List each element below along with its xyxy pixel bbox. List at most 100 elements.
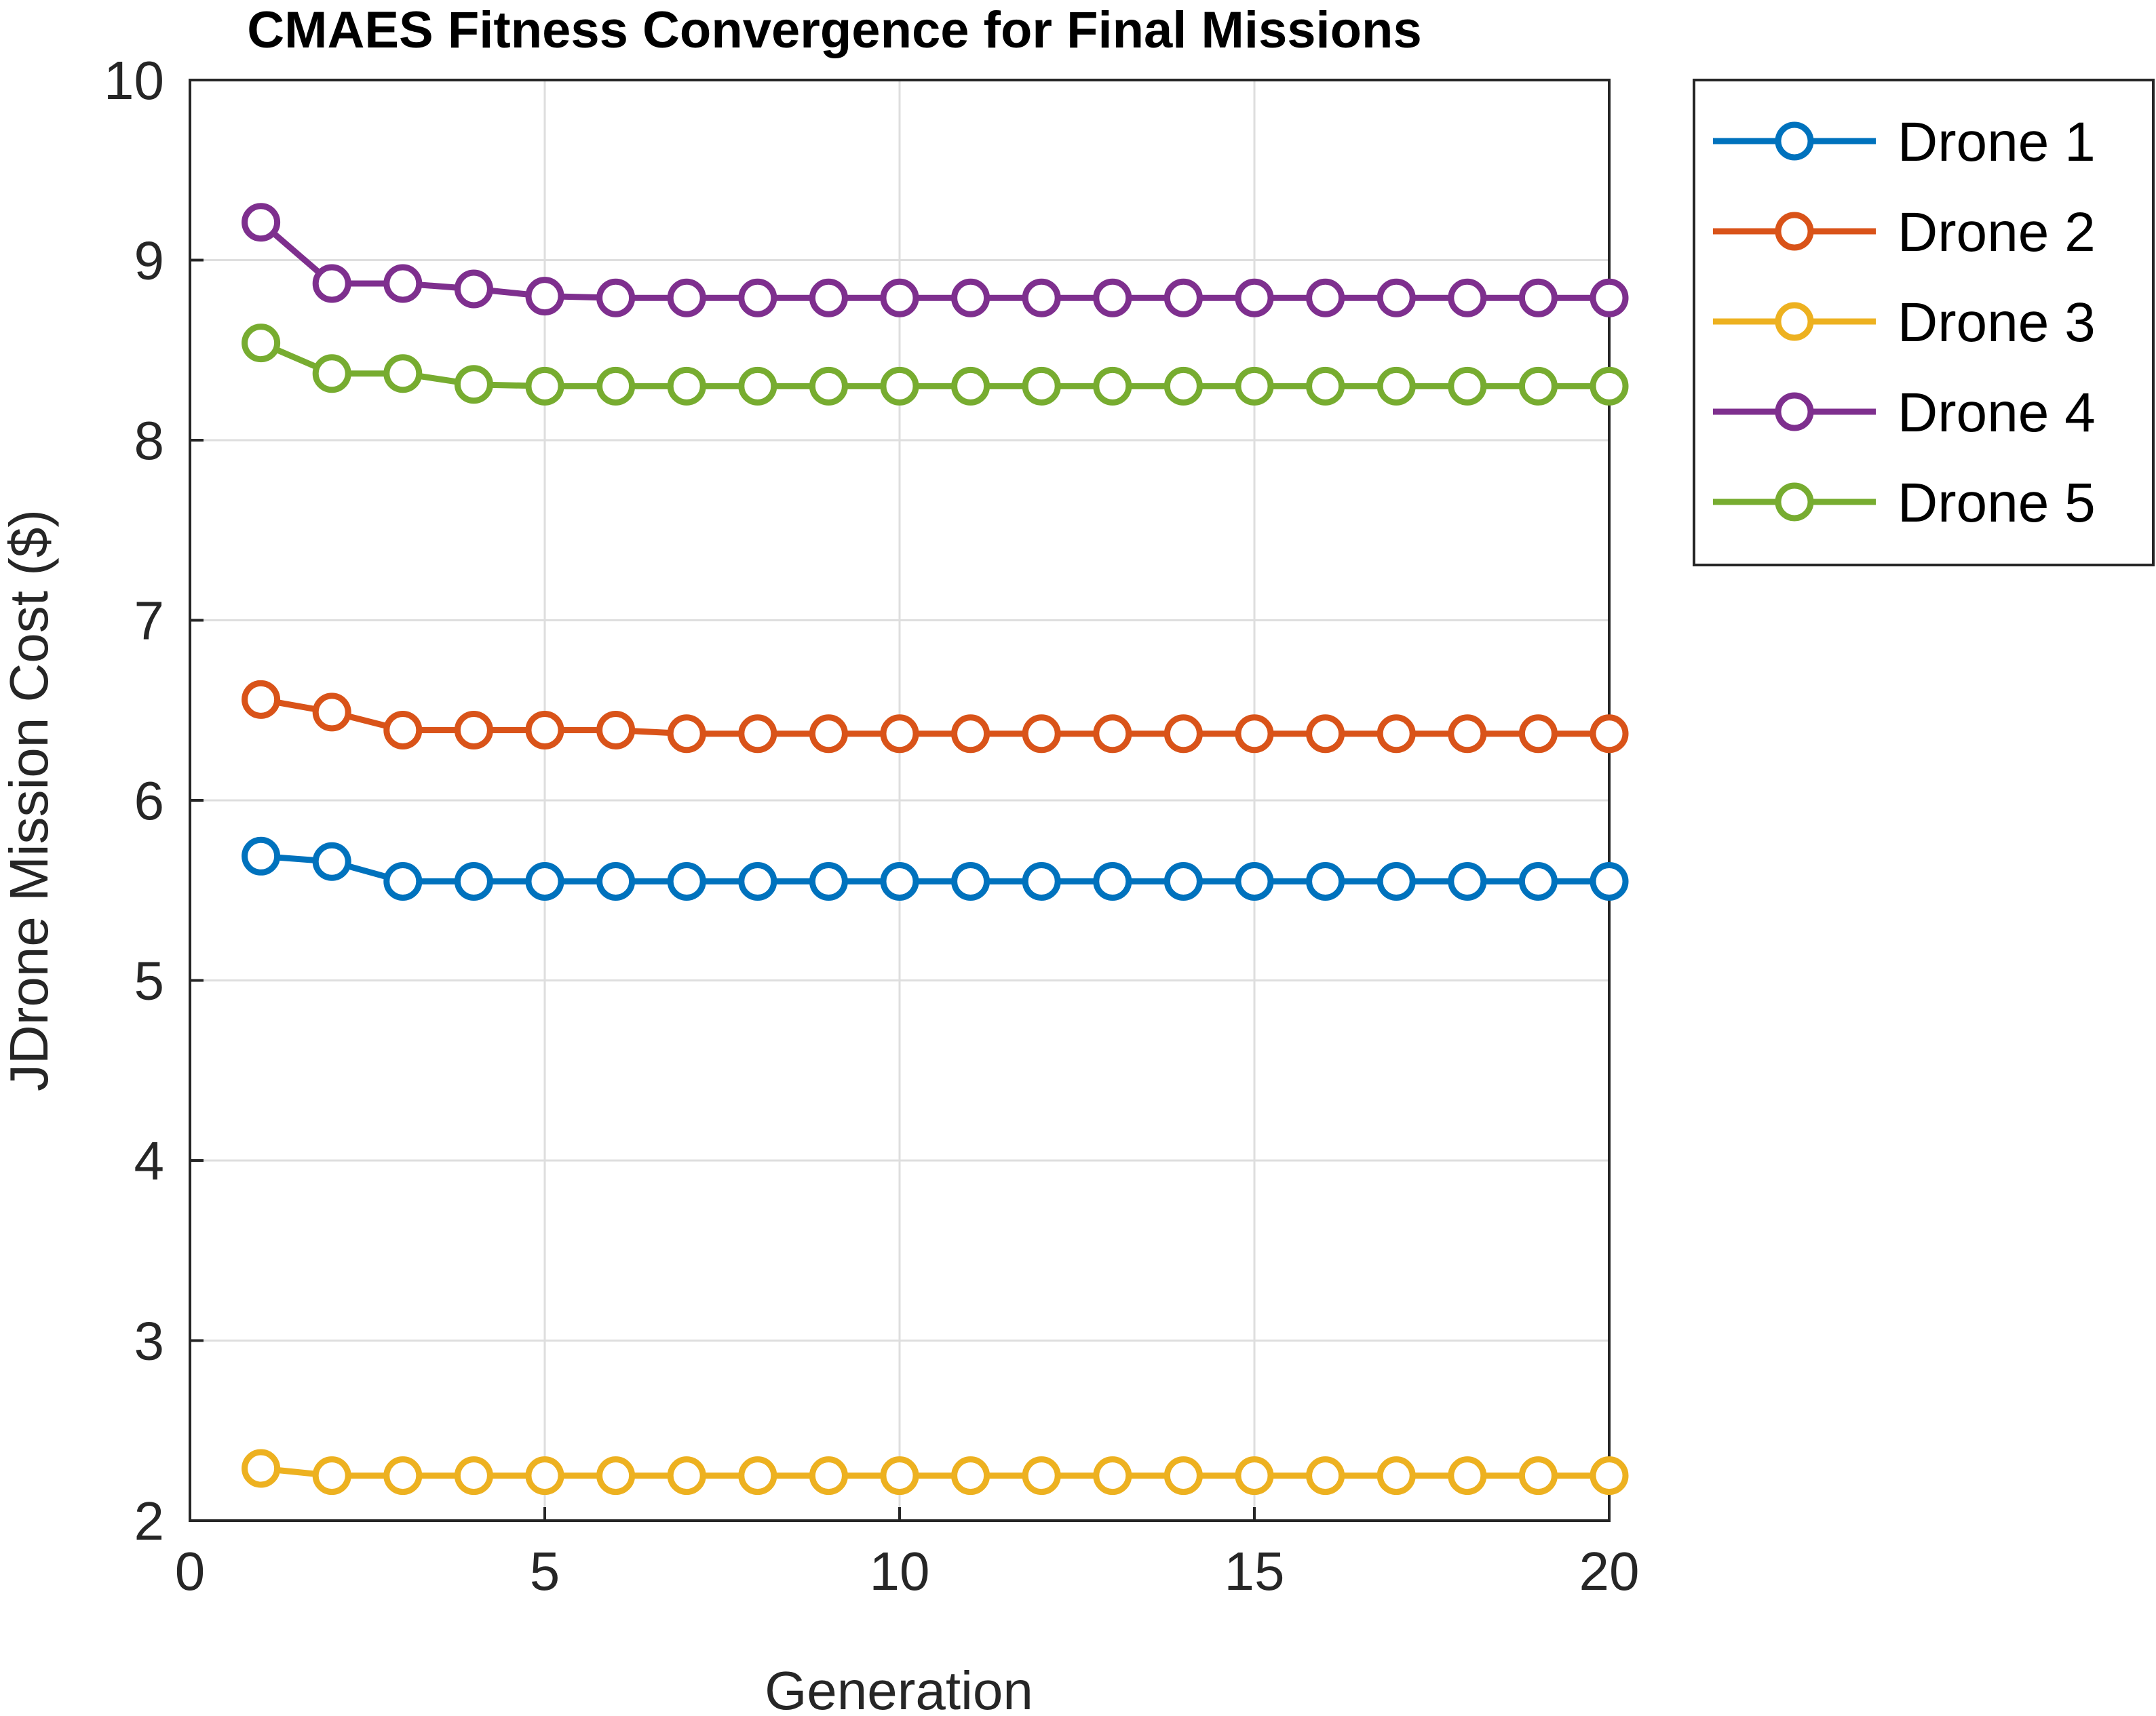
data-point bbox=[1022, 714, 1061, 754]
chart-title: CMAES Fitness Convergence for Final Miss… bbox=[247, 1, 1421, 59]
legend-label: Drone 3 bbox=[1898, 292, 2096, 353]
data-point bbox=[312, 354, 351, 393]
data-point bbox=[525, 710, 564, 749]
series-drone-5 bbox=[242, 324, 1629, 406]
data-point bbox=[951, 861, 990, 901]
data-point bbox=[1022, 278, 1061, 317]
data-point bbox=[312, 1456, 351, 1496]
data-point bbox=[1022, 861, 1061, 901]
data-point bbox=[383, 1456, 423, 1496]
data-point bbox=[880, 1456, 919, 1496]
legend-marker bbox=[1775, 392, 1814, 431]
data-point bbox=[1093, 861, 1132, 901]
data-point bbox=[880, 861, 919, 901]
data-point bbox=[242, 324, 281, 363]
data-point bbox=[1235, 861, 1274, 901]
series-drone-1 bbox=[242, 836, 1629, 901]
data-point bbox=[880, 714, 919, 754]
data-point bbox=[1163, 861, 1203, 901]
data-point bbox=[809, 861, 848, 901]
y-tick-label: 5 bbox=[134, 951, 165, 1011]
data-point bbox=[596, 278, 636, 317]
legend-marker bbox=[1775, 212, 1814, 251]
data-point bbox=[809, 714, 848, 754]
data-point bbox=[1306, 714, 1345, 754]
data-point bbox=[1163, 714, 1203, 754]
y-tick-label: 9 bbox=[134, 231, 165, 291]
data-point bbox=[242, 680, 281, 719]
data-point bbox=[951, 1456, 990, 1496]
data-point bbox=[667, 366, 706, 406]
y-tick-label: 7 bbox=[134, 591, 165, 651]
data-point bbox=[383, 710, 423, 749]
data-point bbox=[1377, 861, 1416, 901]
data-point bbox=[1518, 1456, 1558, 1496]
legend-entry: Drone 2 bbox=[1713, 201, 2096, 263]
data-point bbox=[1377, 1456, 1416, 1496]
data-point bbox=[383, 861, 423, 901]
y-tick-label: 2 bbox=[134, 1491, 165, 1551]
x-tick-label: 20 bbox=[1579, 1541, 1640, 1601]
data-point bbox=[1093, 1456, 1132, 1496]
data-point bbox=[242, 1449, 281, 1488]
data-point bbox=[1306, 1456, 1345, 1496]
data-point bbox=[525, 277, 564, 316]
data-point bbox=[738, 366, 777, 406]
data-point bbox=[951, 714, 990, 754]
legend-entry: Drone 1 bbox=[1713, 111, 2096, 173]
data-point bbox=[1518, 861, 1558, 901]
data-point bbox=[596, 861, 636, 901]
data-point bbox=[1306, 278, 1345, 317]
series-layer bbox=[242, 203, 1629, 1496]
legend-label: Drone 2 bbox=[1898, 201, 2096, 263]
data-point bbox=[1093, 714, 1132, 754]
data-point bbox=[809, 278, 848, 317]
data-point bbox=[738, 278, 777, 317]
data-point bbox=[1377, 714, 1416, 754]
data-point bbox=[525, 1456, 564, 1496]
data-point bbox=[1448, 714, 1487, 754]
data-point bbox=[1518, 278, 1558, 317]
legend-label: Drone 4 bbox=[1898, 382, 2096, 444]
data-point bbox=[525, 366, 564, 406]
data-point bbox=[880, 278, 919, 317]
data-point bbox=[951, 278, 990, 317]
data-point bbox=[1163, 1456, 1203, 1496]
data-point bbox=[1377, 366, 1416, 406]
data-point bbox=[1163, 278, 1203, 317]
data-point bbox=[1022, 1456, 1061, 1496]
data-point bbox=[383, 264, 423, 303]
data-point bbox=[454, 710, 493, 749]
data-point bbox=[667, 714, 706, 754]
data-point bbox=[1448, 861, 1487, 901]
y-tick-label: 4 bbox=[134, 1131, 165, 1191]
legend-entry: Drone 5 bbox=[1713, 472, 2096, 534]
x-tick-label: 5 bbox=[530, 1541, 560, 1601]
data-point bbox=[1093, 366, 1132, 406]
legend: Drone 1 Drone 2 Drone 3 Drone 4 Drone 5 bbox=[1693, 79, 2155, 566]
data-point bbox=[1518, 714, 1558, 754]
data-point bbox=[1590, 366, 1629, 406]
data-point bbox=[596, 1456, 636, 1496]
data-point bbox=[312, 842, 351, 881]
data-point bbox=[738, 714, 777, 754]
data-point bbox=[1306, 861, 1345, 901]
data-point bbox=[1235, 1456, 1274, 1496]
series-drone-4 bbox=[242, 203, 1629, 317]
data-point bbox=[1377, 278, 1416, 317]
x-tick-label: 0 bbox=[175, 1541, 206, 1601]
data-point bbox=[809, 1456, 848, 1496]
data-point bbox=[242, 203, 281, 242]
data-point bbox=[596, 710, 636, 749]
legend-marker bbox=[1775, 302, 1814, 341]
series-drone-3 bbox=[242, 1449, 1629, 1496]
legend-entry: Drone 3 bbox=[1713, 292, 2096, 353]
data-point bbox=[1448, 366, 1487, 406]
data-point bbox=[1448, 1456, 1487, 1496]
data-point bbox=[1590, 714, 1629, 754]
data-point bbox=[454, 861, 493, 901]
data-point bbox=[1235, 366, 1274, 406]
data-point bbox=[1448, 278, 1487, 317]
data-point bbox=[738, 861, 777, 901]
data-point bbox=[1306, 366, 1345, 406]
